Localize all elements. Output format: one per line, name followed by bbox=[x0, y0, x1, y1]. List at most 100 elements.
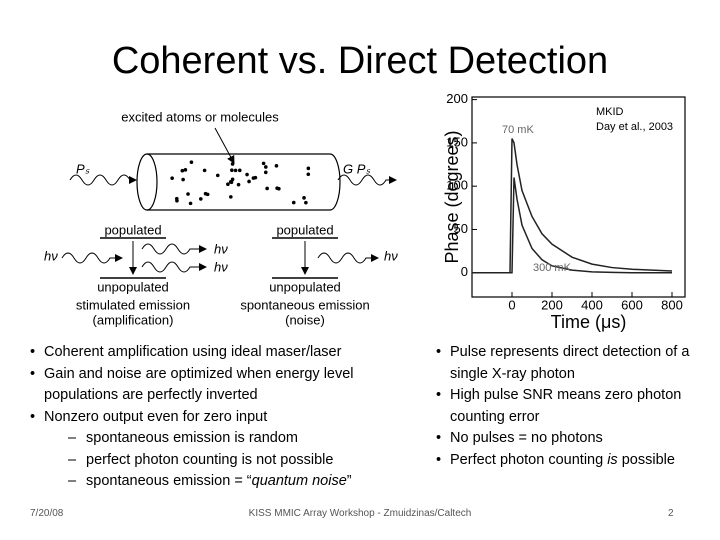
atom bbox=[263, 165, 268, 169]
bullet-text: Gain and noise are optimized when energy… bbox=[44, 365, 354, 404]
atom bbox=[291, 200, 296, 205]
atom bbox=[263, 170, 268, 175]
atom bbox=[215, 173, 220, 178]
bullet: perfect photon counting is not possible bbox=[26, 450, 421, 472]
atom bbox=[170, 176, 174, 180]
x-tick-label: 0 bbox=[508, 297, 515, 312]
bullet: High pulse SNR means zero photon countin… bbox=[432, 385, 704, 428]
level-label: unpopulated bbox=[97, 279, 169, 294]
wave bbox=[317, 252, 379, 264]
y-tick-label: 100 bbox=[446, 178, 468, 193]
atom bbox=[233, 168, 238, 173]
atom bbox=[306, 172, 311, 177]
photon-label: hν bbox=[214, 259, 228, 274]
atom bbox=[247, 179, 251, 184]
atom bbox=[274, 164, 279, 168]
wave bbox=[61, 252, 123, 264]
y-tick-label: 150 bbox=[446, 134, 468, 149]
slide-title: Coherent vs. Direct Detection bbox=[111, 40, 609, 82]
x-tick-label: 400 bbox=[581, 297, 603, 312]
bullet-text: High pulse SNR means zero photon countin… bbox=[450, 387, 682, 425]
bullet-text: Coherent amplification using ideal maser… bbox=[44, 344, 342, 360]
bullet-text: Nonzero output even for zero input bbox=[44, 408, 268, 425]
bullet-text: quantum noise bbox=[251, 473, 347, 489]
y-tick-label: 0 bbox=[461, 264, 468, 279]
bullet-text: Pulse represents direct detection of a s… bbox=[450, 344, 690, 382]
atom bbox=[265, 186, 269, 191]
input-label: Pₛ bbox=[76, 161, 90, 176]
atom bbox=[186, 192, 190, 196]
photon-label: hν bbox=[384, 248, 398, 263]
x-tick-label: 800 bbox=[661, 297, 683, 312]
bullet: Coherent amplification using ideal maser… bbox=[26, 342, 421, 364]
wave bbox=[141, 261, 207, 273]
x-axis-label: Time (μs) bbox=[551, 312, 627, 332]
bullet-list: Pulse represents direct detection of a s… bbox=[432, 342, 704, 471]
atom bbox=[302, 196, 306, 200]
annotation: MKID bbox=[596, 106, 624, 118]
atom bbox=[226, 182, 230, 187]
bullet: spontaneous emission = “quantum noise” bbox=[26, 471, 421, 493]
level-label: populated bbox=[104, 222, 161, 237]
footer-date: 7/20/08 bbox=[30, 508, 64, 519]
atom bbox=[230, 177, 235, 182]
cylinder bbox=[136, 153, 341, 211]
annotation: Day et al., 2003 bbox=[596, 121, 673, 133]
atom bbox=[237, 168, 242, 173]
caption: spontaneous emission bbox=[240, 297, 369, 312]
atom bbox=[203, 191, 208, 196]
wave bbox=[69, 174, 137, 186]
bullet-text: spontaneous emission is random bbox=[86, 430, 298, 446]
atom bbox=[261, 161, 266, 166]
level-label: populated bbox=[276, 222, 333, 237]
atom bbox=[253, 175, 258, 180]
arrow bbox=[214, 127, 235, 164]
atom bbox=[198, 197, 203, 201]
atom bbox=[230, 162, 235, 166]
wave bbox=[337, 174, 397, 186]
series-label: 70 mK bbox=[502, 124, 534, 136]
x-tick-label: 600 bbox=[621, 297, 643, 312]
atom bbox=[175, 198, 179, 203]
atom bbox=[229, 195, 233, 199]
footer-text: KISS MMIC Array Workshop - Zmuidzinas/Ca… bbox=[248, 508, 472, 519]
atoms-label: excited atoms or molecules bbox=[121, 109, 279, 124]
atom bbox=[189, 160, 194, 165]
atom bbox=[181, 177, 185, 182]
bullet-text: perfect photon counting is not possible bbox=[86, 451, 334, 468]
series-label: 300 mK bbox=[533, 262, 572, 274]
bullet-text: No pulses = no photons bbox=[450, 430, 603, 446]
bullet-text: spontaneous emission = “ bbox=[86, 473, 252, 489]
atom bbox=[275, 186, 279, 190]
atom bbox=[183, 168, 188, 172]
y-tick-label: 50 bbox=[454, 221, 468, 236]
bullet-text: is bbox=[607, 451, 618, 468]
bullet-text: ” bbox=[346, 473, 352, 489]
plot-frame bbox=[471, 96, 686, 298]
atom bbox=[180, 168, 185, 173]
atom bbox=[188, 201, 193, 206]
output-label: G Pₛ bbox=[343, 161, 370, 176]
bullet-text: possible bbox=[617, 451, 675, 468]
atom bbox=[230, 168, 234, 173]
x-tick-label: 200 bbox=[541, 297, 563, 312]
atom bbox=[236, 182, 241, 187]
atom bbox=[304, 200, 308, 205]
photon-label: hν bbox=[214, 241, 228, 256]
bullet: Gain and noise are optimized when energy… bbox=[26, 364, 421, 407]
atom bbox=[306, 166, 311, 171]
bullet: No pulses = no photons bbox=[432, 428, 704, 450]
caption: stimulated emission bbox=[76, 297, 190, 312]
page-number: 2 bbox=[668, 508, 674, 519]
y-tick-label: 200 bbox=[446, 91, 468, 106]
atom bbox=[202, 168, 207, 173]
bullet: spontaneous emission is random bbox=[26, 428, 421, 450]
bullet: Nonzero output even for zero input bbox=[26, 407, 421, 429]
atom bbox=[245, 172, 249, 177]
caption: (noise) bbox=[285, 312, 325, 327]
data-line bbox=[472, 177, 672, 274]
atom bbox=[228, 180, 233, 184]
caption: (amplification) bbox=[93, 312, 174, 327]
